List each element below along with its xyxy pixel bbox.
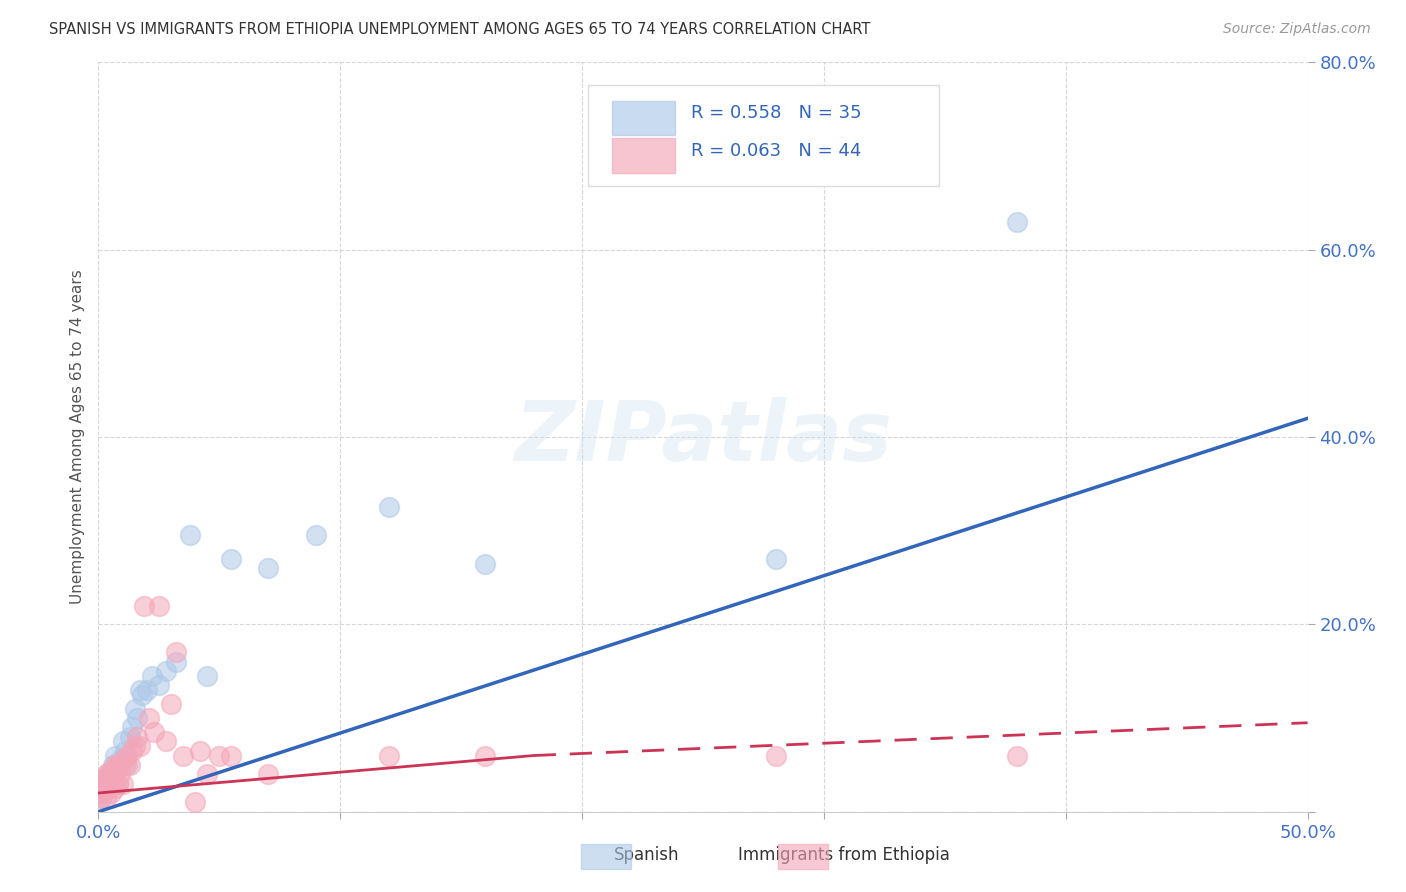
Point	[377, 500, 399, 515]
Point	[165, 655, 187, 669]
Y-axis label: Unemployment Among Ages 65 to 74 years: Unemployment Among Ages 65 to 74 years	[69, 269, 84, 605]
Point	[107, 758, 129, 772]
Point	[117, 748, 139, 763]
Point	[107, 776, 129, 791]
Point	[221, 748, 243, 763]
Point	[100, 772, 122, 786]
Point	[91, 786, 114, 800]
Text: Source: ZipAtlas.com: Source: ZipAtlas.com	[1223, 22, 1371, 37]
Point	[114, 744, 136, 758]
Point	[148, 678, 170, 692]
Point	[128, 739, 150, 753]
FancyBboxPatch shape	[613, 138, 675, 172]
Point	[143, 725, 166, 739]
Point	[111, 734, 134, 748]
Text: Immigrants from Ethiopia: Immigrants from Ethiopia	[738, 846, 949, 863]
Point	[179, 528, 201, 542]
Point	[91, 781, 114, 796]
Point	[138, 711, 160, 725]
Point	[128, 683, 150, 698]
Point	[94, 767, 117, 781]
Point	[104, 748, 127, 763]
Point	[104, 758, 127, 772]
Point	[121, 744, 143, 758]
Point	[97, 781, 120, 796]
Point	[118, 758, 141, 772]
Point	[101, 758, 124, 772]
Point	[765, 748, 787, 763]
Point	[104, 781, 127, 796]
Point	[155, 664, 177, 679]
Point	[765, 551, 787, 566]
Point	[134, 599, 156, 613]
Point	[165, 646, 187, 660]
Point	[108, 767, 131, 781]
Point	[101, 767, 124, 781]
Point	[117, 758, 139, 772]
Point	[155, 734, 177, 748]
Point	[91, 772, 114, 786]
FancyBboxPatch shape	[588, 85, 939, 186]
Point	[1007, 748, 1029, 763]
FancyBboxPatch shape	[613, 101, 675, 135]
Point	[208, 748, 231, 763]
Text: ZIPatlas: ZIPatlas	[515, 397, 891, 477]
Point	[135, 683, 157, 698]
Point	[256, 561, 278, 575]
Point	[131, 688, 153, 702]
Point	[127, 730, 149, 744]
Point	[188, 744, 211, 758]
Text: R = 0.063   N = 44: R = 0.063 N = 44	[690, 142, 862, 160]
Point	[111, 753, 134, 767]
Point	[94, 776, 117, 791]
Point	[114, 758, 136, 772]
Point	[195, 767, 218, 781]
Point	[91, 786, 114, 800]
Point	[221, 551, 243, 566]
Point	[111, 776, 134, 791]
Point	[97, 781, 120, 796]
Text: R = 0.558   N = 35: R = 0.558 N = 35	[690, 104, 862, 122]
Point	[256, 767, 278, 781]
Point	[90, 790, 112, 805]
Point	[90, 790, 112, 805]
Point	[100, 786, 122, 800]
Text: Spanish: Spanish	[614, 846, 679, 863]
Point	[305, 528, 328, 542]
Point	[474, 748, 496, 763]
Point	[90, 781, 112, 796]
Point	[118, 730, 141, 744]
Point	[184, 796, 207, 810]
Text: SPANISH VS IMMIGRANTS FROM ETHIOPIA UNEMPLOYMENT AMONG AGES 65 TO 74 YEARS CORRE: SPANISH VS IMMIGRANTS FROM ETHIOPIA UNEM…	[49, 22, 870, 37]
Point	[124, 739, 146, 753]
Point	[172, 748, 194, 763]
Point	[121, 721, 143, 735]
Point	[100, 763, 122, 777]
Point	[160, 697, 183, 711]
Point	[97, 767, 120, 781]
Point	[101, 776, 124, 791]
Point	[377, 748, 399, 763]
Point	[195, 669, 218, 683]
Point	[94, 790, 117, 805]
Point	[148, 599, 170, 613]
Point	[108, 753, 131, 767]
Point	[97, 769, 120, 783]
Point	[1007, 214, 1029, 228]
Point	[124, 701, 146, 715]
Point	[127, 711, 149, 725]
Point	[101, 767, 124, 781]
Point	[107, 776, 129, 791]
Point	[474, 557, 496, 571]
Point	[141, 669, 163, 683]
